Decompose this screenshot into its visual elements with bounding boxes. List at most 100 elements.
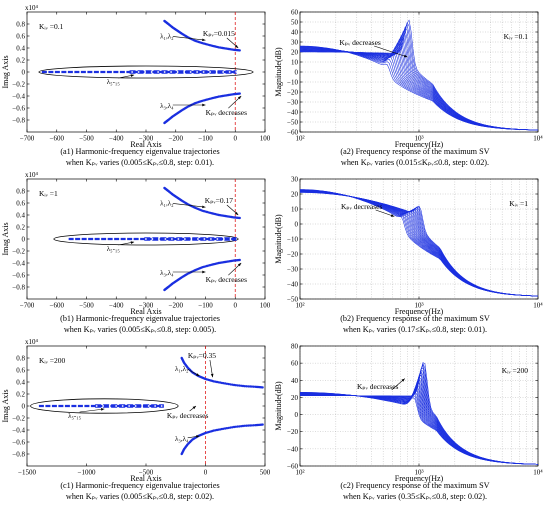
x-tick-label: 10²: [295, 302, 304, 310]
kpv-arrow-head: [234, 44, 239, 48]
x-axis-label: Real Axis: [130, 140, 161, 149]
x-tick-label: 10³: [414, 302, 423, 310]
eigen-point-lower: [231, 426, 234, 429]
freq-response-curve: [299, 189, 539, 297]
caption-b1-line2: when Kₚᵥ varies (0.005≤Kₚᵥ≤0.8, step: 0.…: [63, 324, 217, 334]
y-tick-label: 30: [291, 176, 299, 184]
lambda-515-label: λ₅-₁₅: [68, 412, 82, 420]
x-tick-label: −100: [198, 302, 213, 310]
x-axis-label: Frequency(Hz): [395, 307, 444, 316]
axis-exponent: x10⁴: [25, 171, 39, 179]
kpv-arrow-head: [234, 211, 239, 215]
y-tick-label: −0.8: [12, 451, 25, 459]
lambda-12-arrow: [172, 36, 206, 41]
freq-response-curve: [300, 19, 539, 131]
kiv-label: Kᵢᵥ =1: [509, 199, 528, 208]
y-tick-label: 80: [291, 343, 299, 351]
y-tick-label: −20: [287, 251, 298, 259]
eigen-point-lower: [223, 427, 227, 430]
x-tick-label: 10²: [295, 135, 304, 143]
freq-response-curve: [299, 192, 539, 297]
y-tick-label: 20: [291, 394, 299, 402]
y-tick-label: 40: [291, 377, 299, 385]
y-tick-label: 0.2: [16, 224, 25, 232]
y-tick-label: −0.2: [12, 415, 25, 423]
y-tick-label: −60: [287, 463, 298, 471]
x-tick-label: −300: [139, 302, 154, 310]
y-tick-label: 0.8: [16, 21, 25, 29]
chart-a2: −60 −50 −40 −30 −20 −10 0 10 20 30 40 50 60 10² 10³ 10⁴…: [274, 9, 543, 150]
lambda-515-arrow-head: [130, 241, 135, 244]
y-axis-label: Imag Axis: [1, 389, 10, 422]
x-tick-label: −500: [139, 469, 154, 477]
eigen-point-upper: [231, 383, 234, 386]
y-tick-label: −0.8: [12, 284, 25, 292]
y-tick-label: 10: [291, 206, 299, 214]
y-axis-label: Imag Axis: [1, 222, 10, 255]
eigen-point-lower: [234, 425, 238, 428]
y-tick-label: 20: [291, 49, 299, 57]
freq-response-curve: [300, 391, 539, 465]
y-tick-label: −30: [287, 99, 298, 107]
x-axis-label: Frequency(Hz): [395, 140, 444, 149]
y-tick-label: 0: [22, 236, 26, 244]
y-tick-label: −0.4: [12, 93, 25, 101]
decreases-arrow-head: [237, 96, 242, 100]
y-tick-label: −0.6: [12, 105, 25, 113]
eigen-point-upper: [225, 382, 229, 385]
freq-response-curve: [300, 362, 539, 465]
caption-b1-line1: (b1) Harmonic-frequency eigenvalue traje…: [60, 314, 220, 323]
eigen-point-upper: [252, 385, 255, 388]
caption-c2-line1: (c2) Frequency response of the maximum S…: [340, 481, 490, 490]
kpv-arrow-head: [210, 373, 214, 378]
y-tick-label: −0.6: [12, 272, 25, 280]
y-tick-label: −10: [287, 79, 298, 87]
eigen-point-upper: [243, 385, 246, 388]
y-tick-label: 0.6: [16, 33, 25, 41]
caption-a2-line1: (a2) Frequency response of the maximum S…: [340, 147, 490, 156]
caption-a1-line1: (a1) Harmonic-frequency eigenvalue traje…: [60, 147, 220, 156]
x-tick-label: 500: [260, 469, 271, 477]
x-tick-label: 0: [234, 135, 238, 143]
kiv-label: Kᵢᵥ =0.1: [504, 32, 529, 41]
chart-a1: −0.8 −0.6 −0.4 −0.2 0 0.2 0.4 0.6 0.8 −700 −600 −50…: [1, 4, 271, 149]
lambda-12-arrow-head: [196, 373, 200, 376]
lambda-515-arrow-head: [100, 408, 105, 411]
y-tick-label: 0: [22, 403, 26, 411]
y-tick-label: −40: [287, 445, 298, 453]
caption-b2-line1: (b2) Frequency response of the maximum S…: [340, 314, 490, 323]
chart-b2: −50 −40 −30 −20 −10 0 10 20 30 10² 10³ 10⁴ Frequency…: [274, 176, 543, 317]
eigen-point-upper: [238, 384, 241, 387]
lambda-34-label: λ₃,λ₄: [160, 102, 174, 110]
chart-b1: −0.8 −0.6 −0.4 −0.2 0 0.2 0.4 0.6 0.8 −700 −600 −50…: [1, 171, 271, 316]
x-tick-label: −600: [50, 302, 65, 310]
eigen-point-upper: [247, 385, 250, 388]
x-axis-label: Real Axis: [130, 474, 161, 483]
eigen-point-upper: [248, 385, 252, 388]
lambda-515-label: λ₅-₁₅: [107, 78, 121, 86]
decreases-label: Kₚᵥ decreases: [357, 382, 399, 391]
eigen-point-lower: [232, 425, 236, 429]
lambda-34-arrow-head: [202, 103, 206, 107]
y-tick-label: 0: [295, 69, 299, 77]
y-tick-label: −50: [287, 296, 298, 304]
eigen-point-lower: [229, 426, 232, 429]
y-tick-label: 20: [291, 191, 299, 199]
y-tick-label: 0: [22, 69, 26, 77]
decreases-arrow-head: [237, 263, 242, 267]
kpv-label: Kₚᵥ=0.35: [188, 351, 216, 360]
kiv-label: Kᵢᵥ =200: [502, 366, 528, 375]
decreases-label: Kₚᵥ decreases: [167, 411, 209, 420]
eigen-point-lower: [222, 427, 225, 430]
y-tick-label: 0.8: [16, 188, 25, 196]
eigen-point-lower: [247, 424, 250, 427]
decreases-arrow-head: [403, 54, 408, 58]
kiv-label: Kᵢᵥ =0.1: [39, 22, 64, 31]
y-tick-label: 0: [295, 411, 299, 419]
y-tick-label: −0.4: [12, 260, 25, 268]
lambda-12-label: λ₁,λ₂: [175, 365, 189, 373]
y-tick-label: 0.4: [16, 45, 25, 53]
y-tick-label: −50: [287, 119, 298, 127]
y-tick-label: −0.2: [12, 81, 25, 89]
